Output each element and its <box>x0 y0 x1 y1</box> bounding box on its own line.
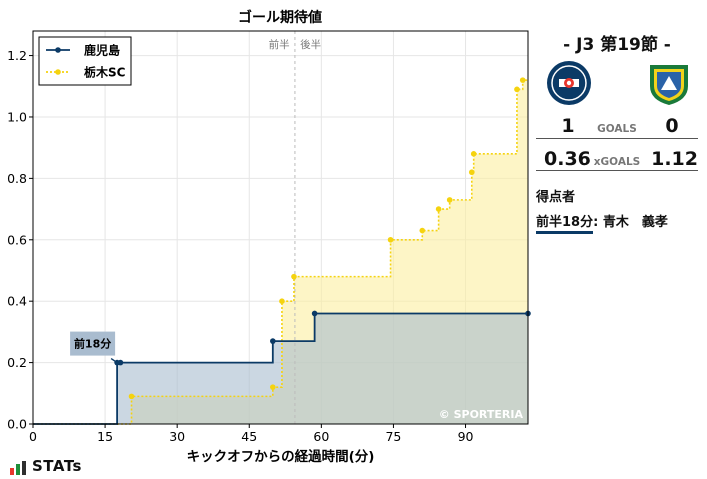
y-tick-label: 0.0 <box>7 417 27 432</box>
series-points <box>114 77 531 400</box>
series-lines <box>33 79 528 425</box>
y-tick-label: 1.2 <box>7 48 27 63</box>
goals-divider <box>536 138 698 139</box>
point-鹿児島 <box>270 338 276 344</box>
legend-box <box>38 36 132 86</box>
goals-row: 1 GOALS 0 <box>536 115 698 141</box>
xg-label: xGOALS <box>593 156 641 168</box>
point-栃木SC <box>446 197 453 203</box>
stats-bars-icon <box>10 461 26 475</box>
area-鹿児島 <box>33 313 528 424</box>
xg-divider <box>536 170 698 171</box>
xg-chart: ゴール期待値 前半 後半 0 15 30 45 60 75 90 0.0 0.2 0.4 0.6 0.… <box>7 9 531 465</box>
scorer-entry: 前半18分: 青木 義孝 <box>536 211 668 234</box>
x-axis-label: キックオフからの経過時間(分) <box>187 448 375 465</box>
point-栃木SC <box>468 169 475 176</box>
y-tick-label: 0.8 <box>7 171 27 186</box>
point-栃木SC <box>514 86 520 93</box>
legend-swatch-point <box>55 47 61 53</box>
home-goals: 1 <box>561 115 575 137</box>
point-栃木SC <box>291 273 297 280</box>
legend-swatch-point <box>55 69 61 75</box>
scorer-name: : 青木 義孝 <box>593 215 668 230</box>
y-tick-label: 1.0 <box>7 109 27 124</box>
y-tick-label: 0.4 <box>7 294 27 309</box>
away-crest-icon <box>650 65 688 105</box>
axis-ticks: 0 15 30 45 60 75 90 0.0 0.2 0.4 0.6 0.8 1.0 1.2 <box>7 48 473 444</box>
home-xg: 0.36 <box>544 148 591 170</box>
legend-label: 鹿児島 <box>84 43 120 58</box>
y-tick-label: 0.6 <box>7 232 27 247</box>
x-tick-label: 75 <box>385 429 401 444</box>
away-goals: 0 <box>665 115 679 137</box>
halftime-label: 前半 後半 <box>269 38 322 51</box>
point-栃木SC <box>470 151 477 157</box>
point-栃木SC <box>128 393 135 400</box>
point-栃木SC <box>387 236 394 243</box>
annotation-box <box>70 331 116 356</box>
point-栃木SC <box>419 227 426 234</box>
scorer-time: 前半18分 <box>536 215 594 234</box>
point-栃木SC <box>270 384 276 390</box>
point-栃木SC <box>279 298 285 304</box>
point-栃木SC <box>519 77 526 83</box>
scorers-title: 得点者 <box>536 190 576 205</box>
x-tick-label: 0 <box>29 429 37 444</box>
x-tick-label: 60 <box>313 429 329 444</box>
xg-row: 0.36 xGOALS 1.12 <box>536 148 698 174</box>
x-tick-label: 45 <box>241 429 257 444</box>
home-crest-icon <box>547 61 591 105</box>
brand-text: STATs <box>32 457 82 475</box>
watermark: © SPORTERIA <box>439 408 524 421</box>
point-栃木SC <box>435 206 442 212</box>
line-鹿児島 <box>33 312 528 425</box>
goals-label: GOALS <box>597 123 637 135</box>
legend-label: 栃木SC <box>84 65 126 80</box>
chart-title: ゴール期待値 <box>238 9 322 26</box>
annotation-label: 前18分 <box>74 337 111 351</box>
area-fills <box>33 80 528 424</box>
point-鹿児島 <box>311 310 318 317</box>
plot-frame <box>32 30 529 425</box>
away-xg: 1.12 <box>651 148 698 170</box>
x-tick-label: 15 <box>97 429 113 444</box>
point-鹿児島 <box>117 359 124 366</box>
match-title: - J3 第19節 - <box>563 35 671 55</box>
y-tick-label: 0.2 <box>7 355 27 370</box>
annotations: 前18分 <box>70 331 118 364</box>
annotation-pointer <box>110 358 118 364</box>
x-tick-label: 90 <box>458 429 474 444</box>
x-tick-label: 30 <box>169 429 185 444</box>
grid <box>32 31 528 425</box>
